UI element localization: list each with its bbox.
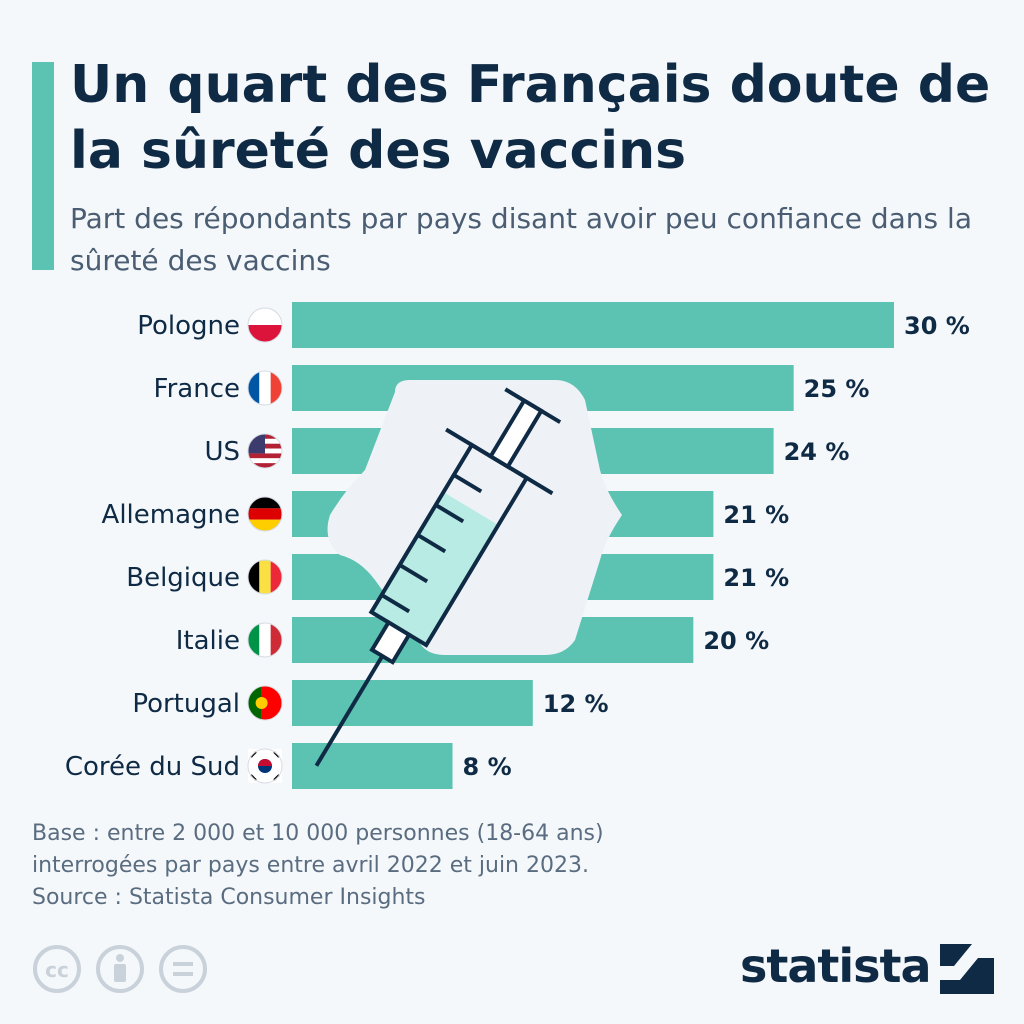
value-label: 20 % — [703, 627, 769, 655]
syringe-needle — [314, 654, 385, 767]
category-label: US — [204, 437, 240, 467]
germany-flag-icon — [247, 496, 283, 532]
bar-8 — [292, 743, 453, 789]
title-accent-bar — [32, 62, 54, 270]
statista-logo: statista — [740, 938, 1000, 998]
attribution-icon — [96, 945, 145, 993]
statista-logo-icon — [940, 944, 994, 994]
france-flag-icon — [247, 370, 283, 406]
category-label: Allemagne — [102, 500, 240, 530]
value-label: 25 % — [804, 375, 870, 403]
value-label: 30 % — [904, 312, 970, 340]
syringe-plunger-cap — [504, 387, 562, 424]
bar-1 — [292, 302, 894, 348]
syringe-illustration-icon — [314, 380, 622, 767]
belgium-flag-icon — [247, 559, 283, 595]
portugal-flag-icon — [247, 685, 283, 721]
south-korea-flag-icon — [247, 748, 283, 784]
category-label: Pologne — [137, 311, 240, 341]
statista-wordmark: statista — [740, 939, 932, 993]
svg-text:cc: cc — [45, 958, 69, 982]
cc-icon: cc — [33, 945, 81, 993]
category-label: Portugal — [132, 689, 240, 719]
poland-flag-icon — [247, 307, 283, 343]
category-label: France — [154, 374, 240, 404]
italy-flag-icon — [247, 622, 283, 658]
footnote-line-1: Base : entre 2 000 et 10 000 personnes (… — [32, 821, 604, 846]
no-derivatives-icon — [159, 945, 208, 993]
value-label: 8 % — [463, 753, 512, 781]
syringe-body — [314, 387, 562, 767]
us-flag-icon — [247, 433, 283, 469]
bar-7 — [292, 680, 533, 726]
footnote-line-2: interrogées par pays entre avril 2022 et… — [32, 853, 589, 878]
value-label: 21 % — [723, 501, 789, 529]
source-note: Source : Statista Consumer Insights — [32, 885, 426, 910]
value-label: 21 % — [723, 564, 789, 592]
chart-footnote: Base : entre 2 000 et 10 000 personnes (… — [32, 818, 792, 882]
license-icons: cc — [32, 944, 216, 998]
chart-subtitle: Part des répondants par pays disant avoi… — [70, 202, 972, 277]
value-label: 24 % — [784, 438, 850, 466]
category-label: Belgique — [126, 563, 240, 593]
category-label: Corée du Sud — [65, 752, 240, 782]
category-label: Italie — [176, 626, 240, 656]
chart-title: Un quart des Français doute de la sûreté… — [70, 55, 991, 181]
value-label: 12 % — [543, 690, 609, 718]
labels-layer: Pologne 30 % France 25 % US 24 % Allemagne 21 %… — [65, 307, 970, 784]
